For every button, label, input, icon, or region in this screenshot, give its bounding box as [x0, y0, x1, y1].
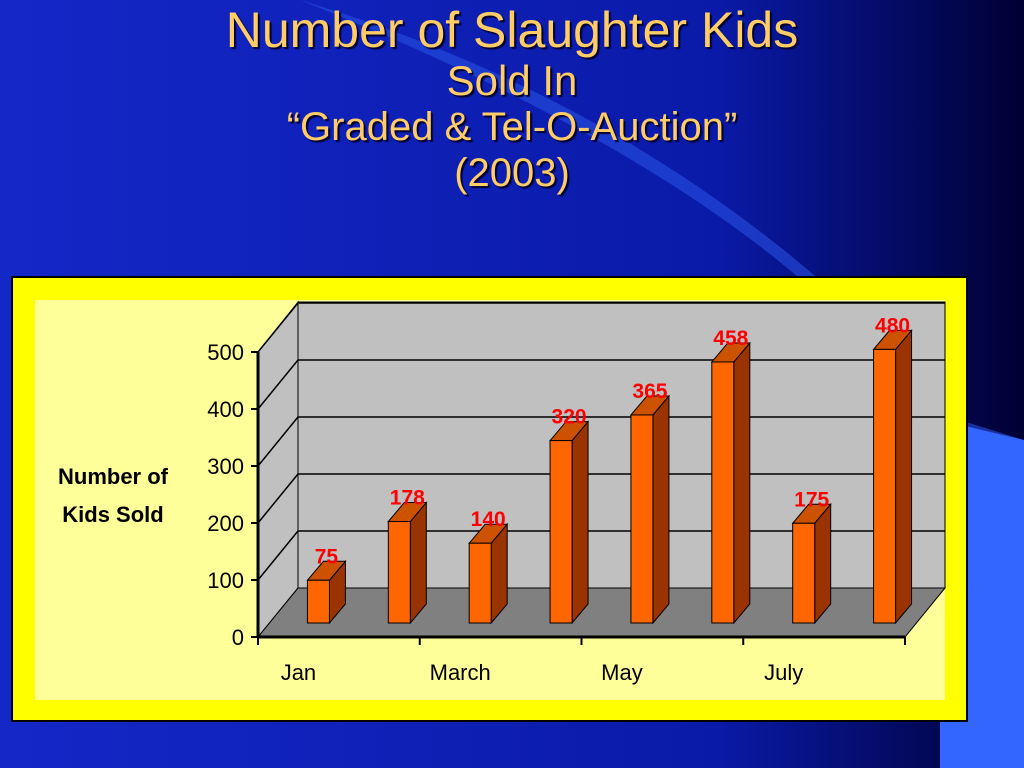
data-label: 320	[552, 406, 587, 429]
bar	[548, 420, 590, 625]
bar	[872, 329, 913, 625]
title-line-3: “Graded & Tel-O-Auction”	[286, 105, 738, 149]
gridline-side	[257, 359, 299, 410]
x-tick-label: Jan	[281, 660, 316, 685]
y-axis: 0 100 200 300 400 500	[207, 340, 260, 650]
y-axis-label-line-2: Kids Sold	[62, 502, 163, 527]
x-tick-label: July	[764, 660, 803, 685]
bars	[306, 329, 913, 625]
chart-floor	[256, 587, 947, 638]
y-tick-label: 400	[207, 397, 244, 422]
gridline-side	[257, 302, 299, 353]
y-tick-label: 500	[207, 340, 244, 365]
bar-front	[306, 579, 330, 624]
data-label: 458	[713, 327, 748, 350]
bar-side	[895, 329, 913, 625]
bar	[710, 341, 751, 625]
y-axis-label-line-1: Number of	[58, 464, 169, 489]
gridline-side	[257, 530, 299, 581]
bar-front	[387, 521, 411, 624]
gridlines	[257, 302, 945, 581]
bar	[306, 559, 347, 625]
y-tick-label: 200	[207, 511, 244, 536]
y-tick-label: 0	[232, 625, 244, 650]
data-label: 140	[471, 508, 506, 531]
data-label: 175	[794, 488, 829, 511]
data-label: 75	[315, 545, 339, 568]
data-label: 480	[875, 314, 910, 337]
bar-front	[549, 440, 573, 624]
bar-front	[711, 361, 735, 624]
x-tick-label: May	[601, 660, 643, 685]
bar-front	[630, 414, 654, 624]
bar-front	[468, 542, 492, 624]
title-line-2: Sold In	[446, 57, 578, 104]
y-tick-label: 300	[207, 454, 244, 479]
bar-side	[571, 420, 589, 625]
data-label: 365	[632, 380, 667, 403]
bar-side	[814, 502, 832, 625]
bar	[629, 394, 671, 625]
bar-side	[409, 501, 427, 625]
bar-front	[792, 522, 816, 624]
title-line-4: (2003)	[454, 151, 570, 195]
y-tick-label: 100	[207, 568, 244, 593]
gridline-side	[257, 473, 299, 524]
chart-side-wall	[257, 300, 299, 639]
bar-side	[652, 394, 670, 625]
data-label: 178	[390, 487, 425, 510]
gridline-side	[257, 416, 299, 467]
x-axis: Jan March May July	[257, 635, 906, 685]
bar-side	[733, 341, 751, 625]
slide-title: Number of Slaughter Kids Sold In “Graded…	[0, 4, 1024, 196]
data-labels: 75 178 140 320 365 458 175 480	[315, 314, 910, 568]
bar	[791, 502, 832, 625]
bar	[468, 522, 509, 625]
bar-front	[873, 348, 897, 624]
x-tick-label: March	[430, 660, 491, 685]
title-line-1: Number of Slaughter Kids	[225, 2, 799, 58]
bar	[387, 501, 428, 625]
